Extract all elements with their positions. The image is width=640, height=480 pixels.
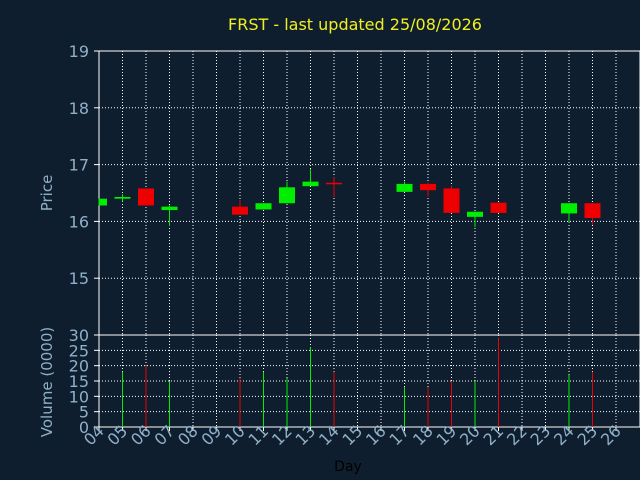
candle-body — [114, 196, 131, 199]
candle-body — [443, 188, 460, 213]
candle-body — [161, 206, 178, 211]
price-tick-label: 19 — [69, 42, 89, 61]
candle-body — [467, 211, 483, 217]
volume-tick-label: 5 — [79, 403, 89, 422]
candle-body — [255, 203, 272, 210]
volume-bars — [122, 338, 593, 427]
price-panel: 15 16 17 18 19 Price — [38, 42, 640, 336]
volume-tick-label: 30 — [69, 326, 89, 345]
price-tick-label: 15 — [69, 269, 89, 288]
volume-tick-label: 20 — [69, 357, 89, 376]
price-tick-label: 17 — [69, 156, 89, 175]
volume-tick-label: 0 — [79, 418, 89, 437]
candle-body — [99, 198, 107, 206]
price-axis-label: Price — [38, 175, 56, 212]
candle-body — [561, 203, 577, 214]
price-tick-label: 18 — [69, 99, 89, 118]
price-plot-area — [98, 50, 640, 336]
candle-body — [232, 206, 248, 215]
candle-body — [138, 188, 154, 206]
price-tick-label: 16 — [69, 212, 89, 231]
candle-body — [279, 187, 295, 204]
candles — [98, 169, 601, 228]
candle-body — [302, 181, 319, 187]
candle-body — [584, 203, 601, 218]
candle-body — [326, 182, 342, 185]
candle-body — [420, 183, 436, 191]
x-ticks: 0405060708091011121314151617181920212223… — [80, 421, 625, 449]
volume-axis-label: Volume (0000) — [38, 327, 56, 437]
price-y-ticks: 15 16 17 18 19 — [69, 42, 99, 288]
volume-tick-label: 15 — [69, 372, 89, 391]
volume-tick-label: 25 — [69, 341, 89, 360]
volume-tick-label: 10 — [69, 387, 89, 406]
candle-body — [490, 202, 507, 213]
candle-body — [396, 183, 413, 192]
chart-title: FRST - last updated 25/08/2026 — [228, 15, 482, 34]
x-axis-label: Day — [334, 459, 362, 475]
